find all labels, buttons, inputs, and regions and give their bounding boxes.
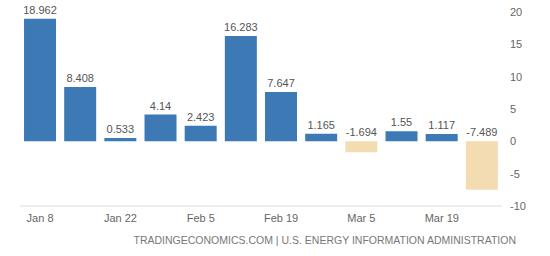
html-text:TRADINGECONOMICS.COM | U.S. EN: TRADINGECONOMICS.COM | U.S. ENERGY INFOR… [133,234,516,246]
svg-text:Mar 19: Mar 19 [425,212,459,224]
svg-text:Feb 19: Feb 19 [264,212,298,224]
svg-text:-7.489: -7.489 [466,126,497,138]
svg-text:Mar 5: Mar 5 [347,212,375,224]
svg-text:1.165: 1.165 [307,119,335,131]
svg-text:5: 5 [510,103,516,115]
svg-text:16.283: 16.283 [224,21,258,33]
svg-text:4.14: 4.14 [150,100,171,112]
svg-text:8.408: 8.408 [66,72,94,84]
svg-text:Jan 8: Jan 8 [27,212,54,224]
svg-text:0.533: 0.533 [107,123,135,135]
svg-text:-5: -5 [510,168,520,180]
svg-text:1.117: 1.117 [428,119,455,131]
svg-text:15: 15 [510,38,522,50]
svg-text:2.423: 2.423 [187,111,215,123]
svg-text:1.55: 1.55 [391,116,412,128]
svg-text:18.962: 18.962 [23,4,57,16]
svg-text:0: 0 [510,135,516,147]
svg-text:-10: -10 [510,200,526,212]
svg-text:7.647: 7.647 [267,77,295,89]
svg-text:20: 20 [510,6,522,18]
svg-text:Feb 5: Feb 5 [187,212,215,224]
svg-text:10: 10 [510,71,522,83]
svg-text:Jan 22: Jan 22 [104,212,137,224]
svg-text:-1.694: -1.694 [346,126,377,138]
